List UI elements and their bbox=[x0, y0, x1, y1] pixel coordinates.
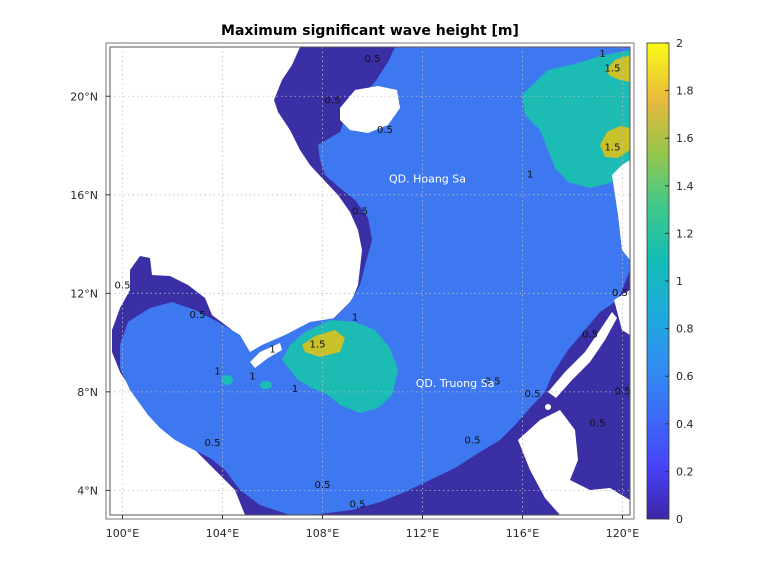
contour-label-8: 0.5 bbox=[350, 500, 366, 511]
colorbar-tick-label-5: 1 bbox=[676, 275, 683, 288]
contour-label-9: 0.5 bbox=[465, 436, 481, 447]
contour-label-16: 1 bbox=[599, 49, 605, 60]
contour-label-10: 0.5 bbox=[485, 376, 501, 387]
y-axis: 4°N 8°N 12°N 16°N 20°N bbox=[70, 90, 110, 497]
land-philippines-islets bbox=[614, 290, 630, 335]
wave-band-0.5-to-1 bbox=[120, 47, 630, 515]
contour-label-1: 0.5 bbox=[325, 96, 341, 107]
contour-label-0: 0.5 bbox=[365, 54, 381, 65]
contour-label-12: 0.5 bbox=[582, 330, 598, 341]
contour-label-3: 0.5 bbox=[352, 206, 368, 217]
land-shoal bbox=[545, 404, 551, 410]
contour-label-15: 0.5 bbox=[615, 386, 631, 397]
colorbar: 0 0.2 0.4 0.6 0.8 1 1.2 1.4 1.6 1.8 2 bbox=[646, 37, 694, 526]
contour-label-5: 0.5 bbox=[190, 310, 206, 321]
colorbar-tick-label-2: 0.4 bbox=[676, 418, 694, 431]
colorbar-ticks: 0 0.2 0.4 0.6 0.8 1 1.2 1.4 1.6 1.8 2 bbox=[665, 37, 694, 526]
land-hainan bbox=[340, 86, 400, 133]
wave-band-1-to-1.5-islet-b bbox=[260, 381, 272, 389]
map-frame-outer bbox=[105, 42, 635, 520]
x-axis: 100°E 104°E 108°E 112°E 116°E 120°E bbox=[106, 515, 639, 540]
land-borneo-north bbox=[518, 410, 630, 515]
land-palawan bbox=[548, 312, 617, 398]
colorbar-tick-label-9: 1.8 bbox=[676, 85, 694, 98]
x-tick-label-1: 104°E bbox=[206, 527, 239, 540]
contour-label-21: 1 bbox=[269, 344, 275, 355]
contour-label-20: 1 bbox=[352, 312, 358, 323]
contour-label-25: 1 bbox=[249, 372, 255, 383]
contour-label-18: 1.5 bbox=[605, 142, 621, 153]
contour-label-7: 0.5 bbox=[315, 480, 331, 491]
contour-label-6: 0.5 bbox=[205, 438, 221, 449]
wave-band-gt-1.5-south bbox=[302, 330, 345, 357]
map-area: 0.5 0.5 0.5 0.5 0.5 0.5 0.5 0.5 0.5 0.5 0.5 0.5 0.5 0… bbox=[110, 47, 630, 515]
colorbar-tick-label-4: 0.8 bbox=[676, 323, 694, 336]
colorbar-tick-label-1: 0.2 bbox=[676, 465, 694, 478]
contour-label-4: 0.5 bbox=[115, 280, 131, 291]
colorbar-tick-label-0: 0 bbox=[676, 513, 683, 526]
contour-label-24: 1 bbox=[214, 367, 220, 378]
land-luzon-edge bbox=[612, 160, 630, 260]
map-frame bbox=[109, 46, 631, 516]
x-tick-label-3: 112°E bbox=[406, 527, 439, 540]
place-label-1: QD. Truong Sa bbox=[416, 377, 495, 390]
place-label-0: QD. Hoang Sa bbox=[389, 172, 466, 185]
x-tick-label-2: 108°E bbox=[306, 527, 339, 540]
contour-label-23: 1 bbox=[292, 384, 298, 395]
contour-label-17: 1.5 bbox=[605, 64, 621, 75]
x-tick-label-0: 100°E bbox=[106, 527, 139, 540]
contour-label-14: 0.5 bbox=[612, 288, 628, 299]
wave-band-gt-1.5-north bbox=[606, 55, 630, 82]
contour-label-11: 0.5 bbox=[525, 389, 541, 400]
y-tick-label-4: 20°N bbox=[70, 90, 98, 103]
x-tick-label-5: 120°E bbox=[606, 527, 639, 540]
colorbar-tick-label-10: 2 bbox=[676, 37, 683, 50]
colorbar-tick-label-8: 1.6 bbox=[676, 132, 694, 145]
grid-lines bbox=[110, 47, 630, 515]
contour-label-22: 1.5 bbox=[310, 340, 326, 351]
wave-band-1-to-1.5-east bbox=[522, 50, 630, 188]
colorbar-tick-label-3: 0.6 bbox=[676, 370, 694, 383]
y-tick-label-1: 8°N bbox=[77, 386, 98, 399]
y-tick-label-0: 4°N bbox=[77, 484, 98, 497]
colorbar-tick-label-7: 1.4 bbox=[676, 180, 694, 193]
contour-label-19: 1 bbox=[527, 170, 533, 181]
y-tick-label-3: 16°N bbox=[70, 189, 98, 202]
contour-label-2: 0.5 bbox=[377, 125, 393, 136]
contour-label-13: 0.5 bbox=[590, 418, 606, 429]
land-vietnam-tip bbox=[250, 343, 282, 368]
colorbar-tick-label-6: 1.2 bbox=[676, 227, 694, 240]
place-labels: QD. Hoang Sa QD. Truong Sa bbox=[389, 172, 494, 389]
wave-band-1-to-1.5-islet-a bbox=[221, 375, 233, 385]
y-tick-label-2: 12°N bbox=[70, 287, 98, 300]
contour-labels: 0.5 0.5 0.5 0.5 0.5 0.5 0.5 0.5 0.5 0.5 0.5 0.5 0.5 0… bbox=[115, 49, 631, 511]
chart-title: Maximum significant wave height [m] bbox=[221, 23, 519, 39]
x-tick-label-4: 116°E bbox=[506, 527, 539, 540]
